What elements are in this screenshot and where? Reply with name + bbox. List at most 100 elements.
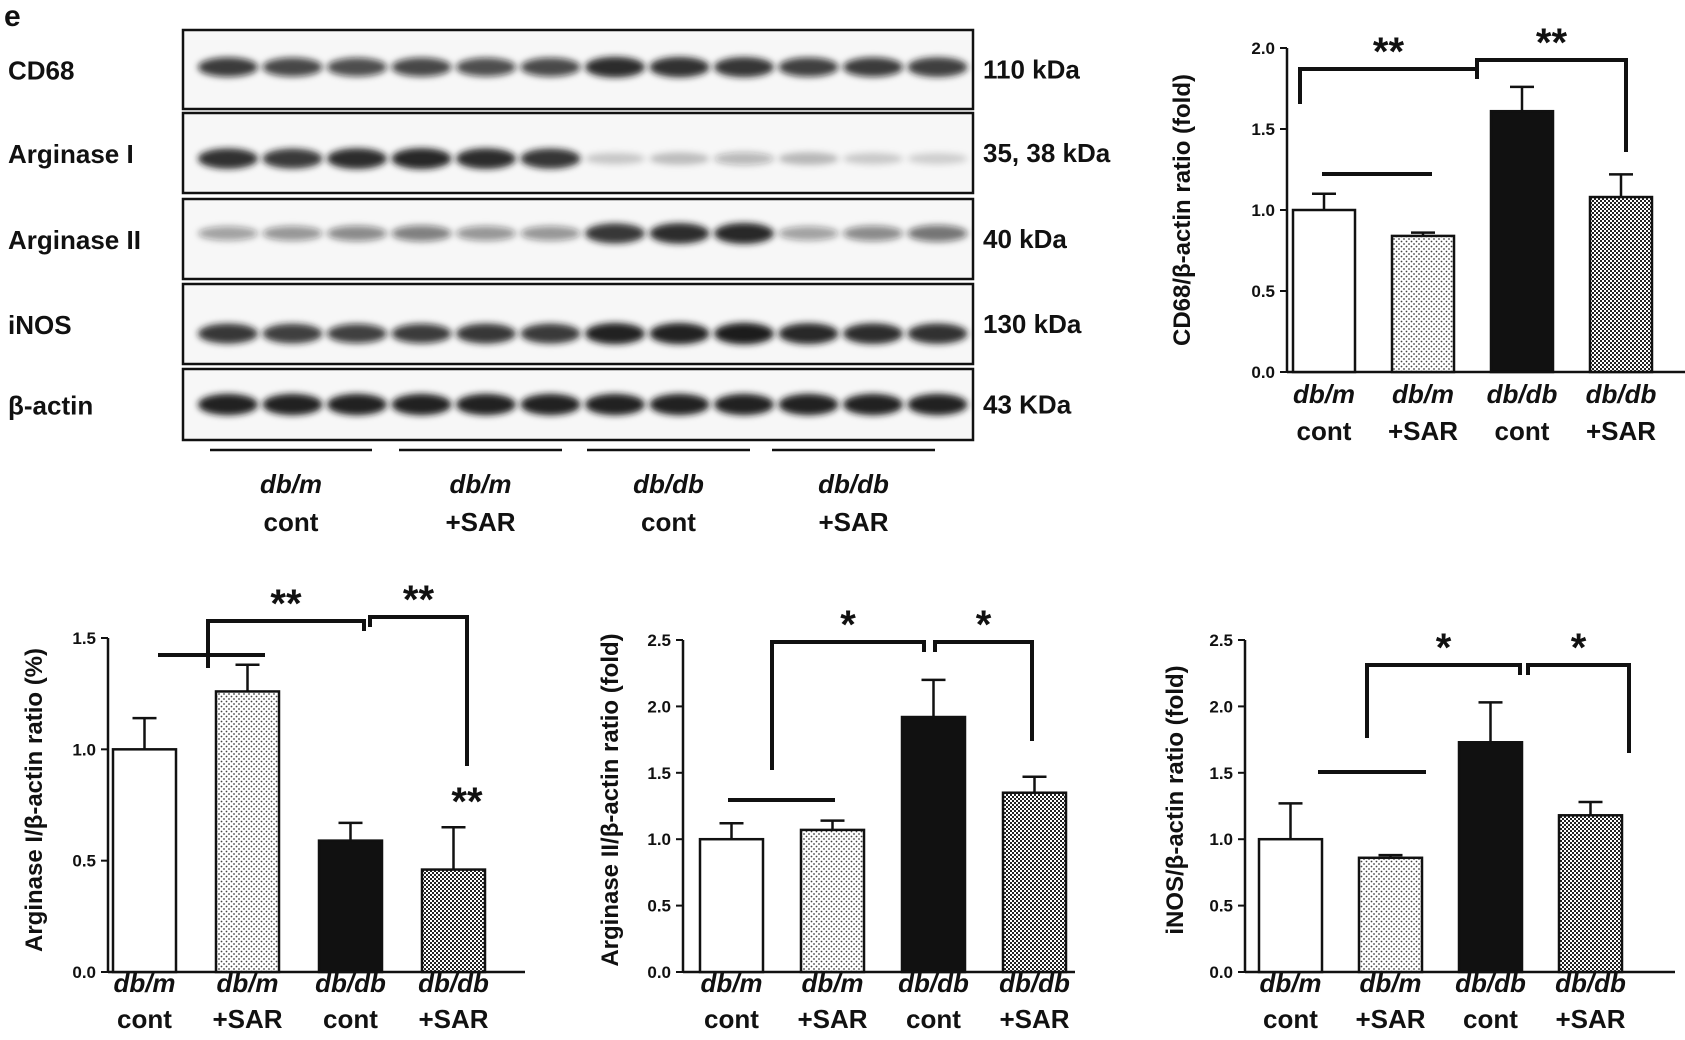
category-label-line2: +SAR bbox=[1355, 1004, 1425, 1034]
blot-protein-label: iNOS bbox=[8, 310, 72, 340]
significance-label: ** bbox=[1536, 21, 1568, 65]
category-label-line1: db/m bbox=[113, 968, 175, 998]
blot-band bbox=[456, 323, 516, 344]
y-tick-label: 1.0 bbox=[72, 740, 96, 759]
category-label-line1: db/db bbox=[898, 968, 969, 998]
y-tick-label: 0.5 bbox=[1251, 282, 1275, 301]
blot-band bbox=[456, 57, 516, 77]
bar bbox=[420, 868, 487, 974]
arginase2-chart: 0.0 0.5 1.0 1.5 2.0 2.5 Arginase II/β-actin ra… bbox=[597, 603, 1075, 1034]
blot-row: Arginase II 40 kDa bbox=[8, 197, 1067, 281]
category-label-line2: +SAR bbox=[418, 1004, 488, 1034]
blot-band bbox=[649, 322, 710, 345]
y-tick-label: 0.0 bbox=[72, 963, 96, 982]
y-tick-label: 0.5 bbox=[72, 852, 96, 871]
blot-row: β-actin 43 KDa bbox=[8, 367, 1072, 442]
blot-group-label-line1: db/m bbox=[449, 469, 511, 499]
category-label-line2: +SAR bbox=[212, 1004, 282, 1034]
blot-protein-label: β-actin bbox=[8, 391, 93, 421]
category-label-line1: db/m bbox=[1293, 379, 1355, 409]
y-tick-label: 0.5 bbox=[1209, 897, 1233, 916]
blot-band bbox=[198, 148, 258, 169]
category-label-line1: db/db bbox=[999, 968, 1070, 998]
bar bbox=[1588, 195, 1654, 374]
blot-row: CD68 110 kDa bbox=[8, 28, 1080, 111]
y-tick-label: 2.5 bbox=[1209, 631, 1233, 650]
blot-row-frame bbox=[181, 197, 975, 281]
y-tick-label: 1.5 bbox=[72, 629, 96, 648]
blot-band bbox=[327, 393, 387, 416]
y-tick-label: 0.0 bbox=[1251, 363, 1275, 382]
bar bbox=[1557, 814, 1624, 974]
blot-band bbox=[327, 148, 387, 170]
y-tick-label: 1.0 bbox=[647, 830, 671, 849]
significance-label: ** bbox=[270, 582, 302, 626]
y-tick-label: 0.5 bbox=[647, 897, 671, 916]
category-label-line2: +SAR bbox=[1388, 416, 1458, 446]
bar-significance-label: ** bbox=[451, 780, 483, 824]
significance-bracket bbox=[368, 615, 469, 766]
blot-band bbox=[907, 57, 968, 78]
blot-band bbox=[649, 223, 710, 244]
y-tick-label: 0.0 bbox=[647, 963, 671, 982]
blot-band bbox=[391, 148, 452, 170]
significance-bracket bbox=[770, 640, 926, 770]
blot-band bbox=[520, 57, 581, 77]
significance-label: * bbox=[840, 603, 856, 647]
category-label-line1: db/m bbox=[1392, 379, 1454, 409]
inos-chart: 0.0 0.5 1.0 1.5 2.0 2.5 iNOS/β-actin ratio (fo… bbox=[1162, 626, 1675, 1034]
category-label-line2: +SAR bbox=[999, 1004, 1069, 1034]
blot-band bbox=[198, 393, 258, 416]
significance-bracket bbox=[1365, 663, 1522, 738]
blot-band bbox=[843, 152, 903, 165]
blot-band bbox=[585, 322, 645, 345]
category-label-line2: cont bbox=[1263, 1004, 1318, 1034]
blot-size-label: 110 kDa bbox=[983, 55, 1080, 85]
blot-band bbox=[585, 56, 645, 78]
blot-group-label-line2: cont bbox=[641, 507, 696, 537]
blot-band bbox=[649, 393, 710, 416]
category-label-line1: db/db bbox=[418, 968, 489, 998]
blot-protein-label: Arginase I bbox=[8, 139, 134, 169]
bar bbox=[1390, 234, 1456, 374]
bar bbox=[900, 715, 967, 974]
category-label-line2: +SAR bbox=[797, 1004, 867, 1034]
significance-bracket bbox=[1526, 663, 1631, 753]
y-axis-label: Arginase II/β-actin ratio (fold) bbox=[597, 633, 624, 966]
blot-band bbox=[262, 148, 323, 169]
bar bbox=[799, 828, 866, 974]
blot-band bbox=[778, 57, 839, 77]
blot-band bbox=[843, 225, 903, 242]
y-tick-label: 1.5 bbox=[647, 764, 671, 783]
bar bbox=[1489, 109, 1555, 374]
blot-group-label-line2: +SAR bbox=[818, 507, 888, 537]
y-tick-label: 2.0 bbox=[647, 697, 671, 716]
blot-band bbox=[585, 393, 645, 416]
blot-protein-label: CD68 bbox=[8, 56, 74, 86]
blot-band bbox=[391, 323, 452, 344]
category-label-line2: cont bbox=[1297, 416, 1352, 446]
blot-band bbox=[520, 226, 581, 241]
category-label-line1: db/db bbox=[1586, 379, 1657, 409]
blot-band bbox=[907, 152, 968, 165]
blot-band bbox=[391, 225, 452, 242]
y-axis-label: CD68/β-actin ratio (fold) bbox=[1169, 74, 1196, 346]
blot-band bbox=[198, 226, 258, 241]
y-tick-label: 1.5 bbox=[1251, 120, 1275, 139]
category-label-line2: cont bbox=[906, 1004, 961, 1034]
blot-band bbox=[907, 225, 968, 242]
bar bbox=[111, 748, 178, 974]
blot-band bbox=[585, 223, 645, 244]
bar bbox=[698, 837, 765, 974]
blot-band bbox=[714, 393, 774, 416]
blot-band bbox=[714, 322, 774, 345]
blot-band bbox=[262, 226, 323, 241]
blot-band bbox=[778, 393, 839, 416]
blot-group-label-line2: cont bbox=[264, 507, 319, 537]
blot-band bbox=[262, 323, 323, 344]
bar bbox=[1257, 837, 1324, 974]
category-label-line2: cont bbox=[704, 1004, 759, 1034]
blot-band bbox=[520, 148, 581, 169]
y-tick-label: 1.0 bbox=[1209, 830, 1233, 849]
